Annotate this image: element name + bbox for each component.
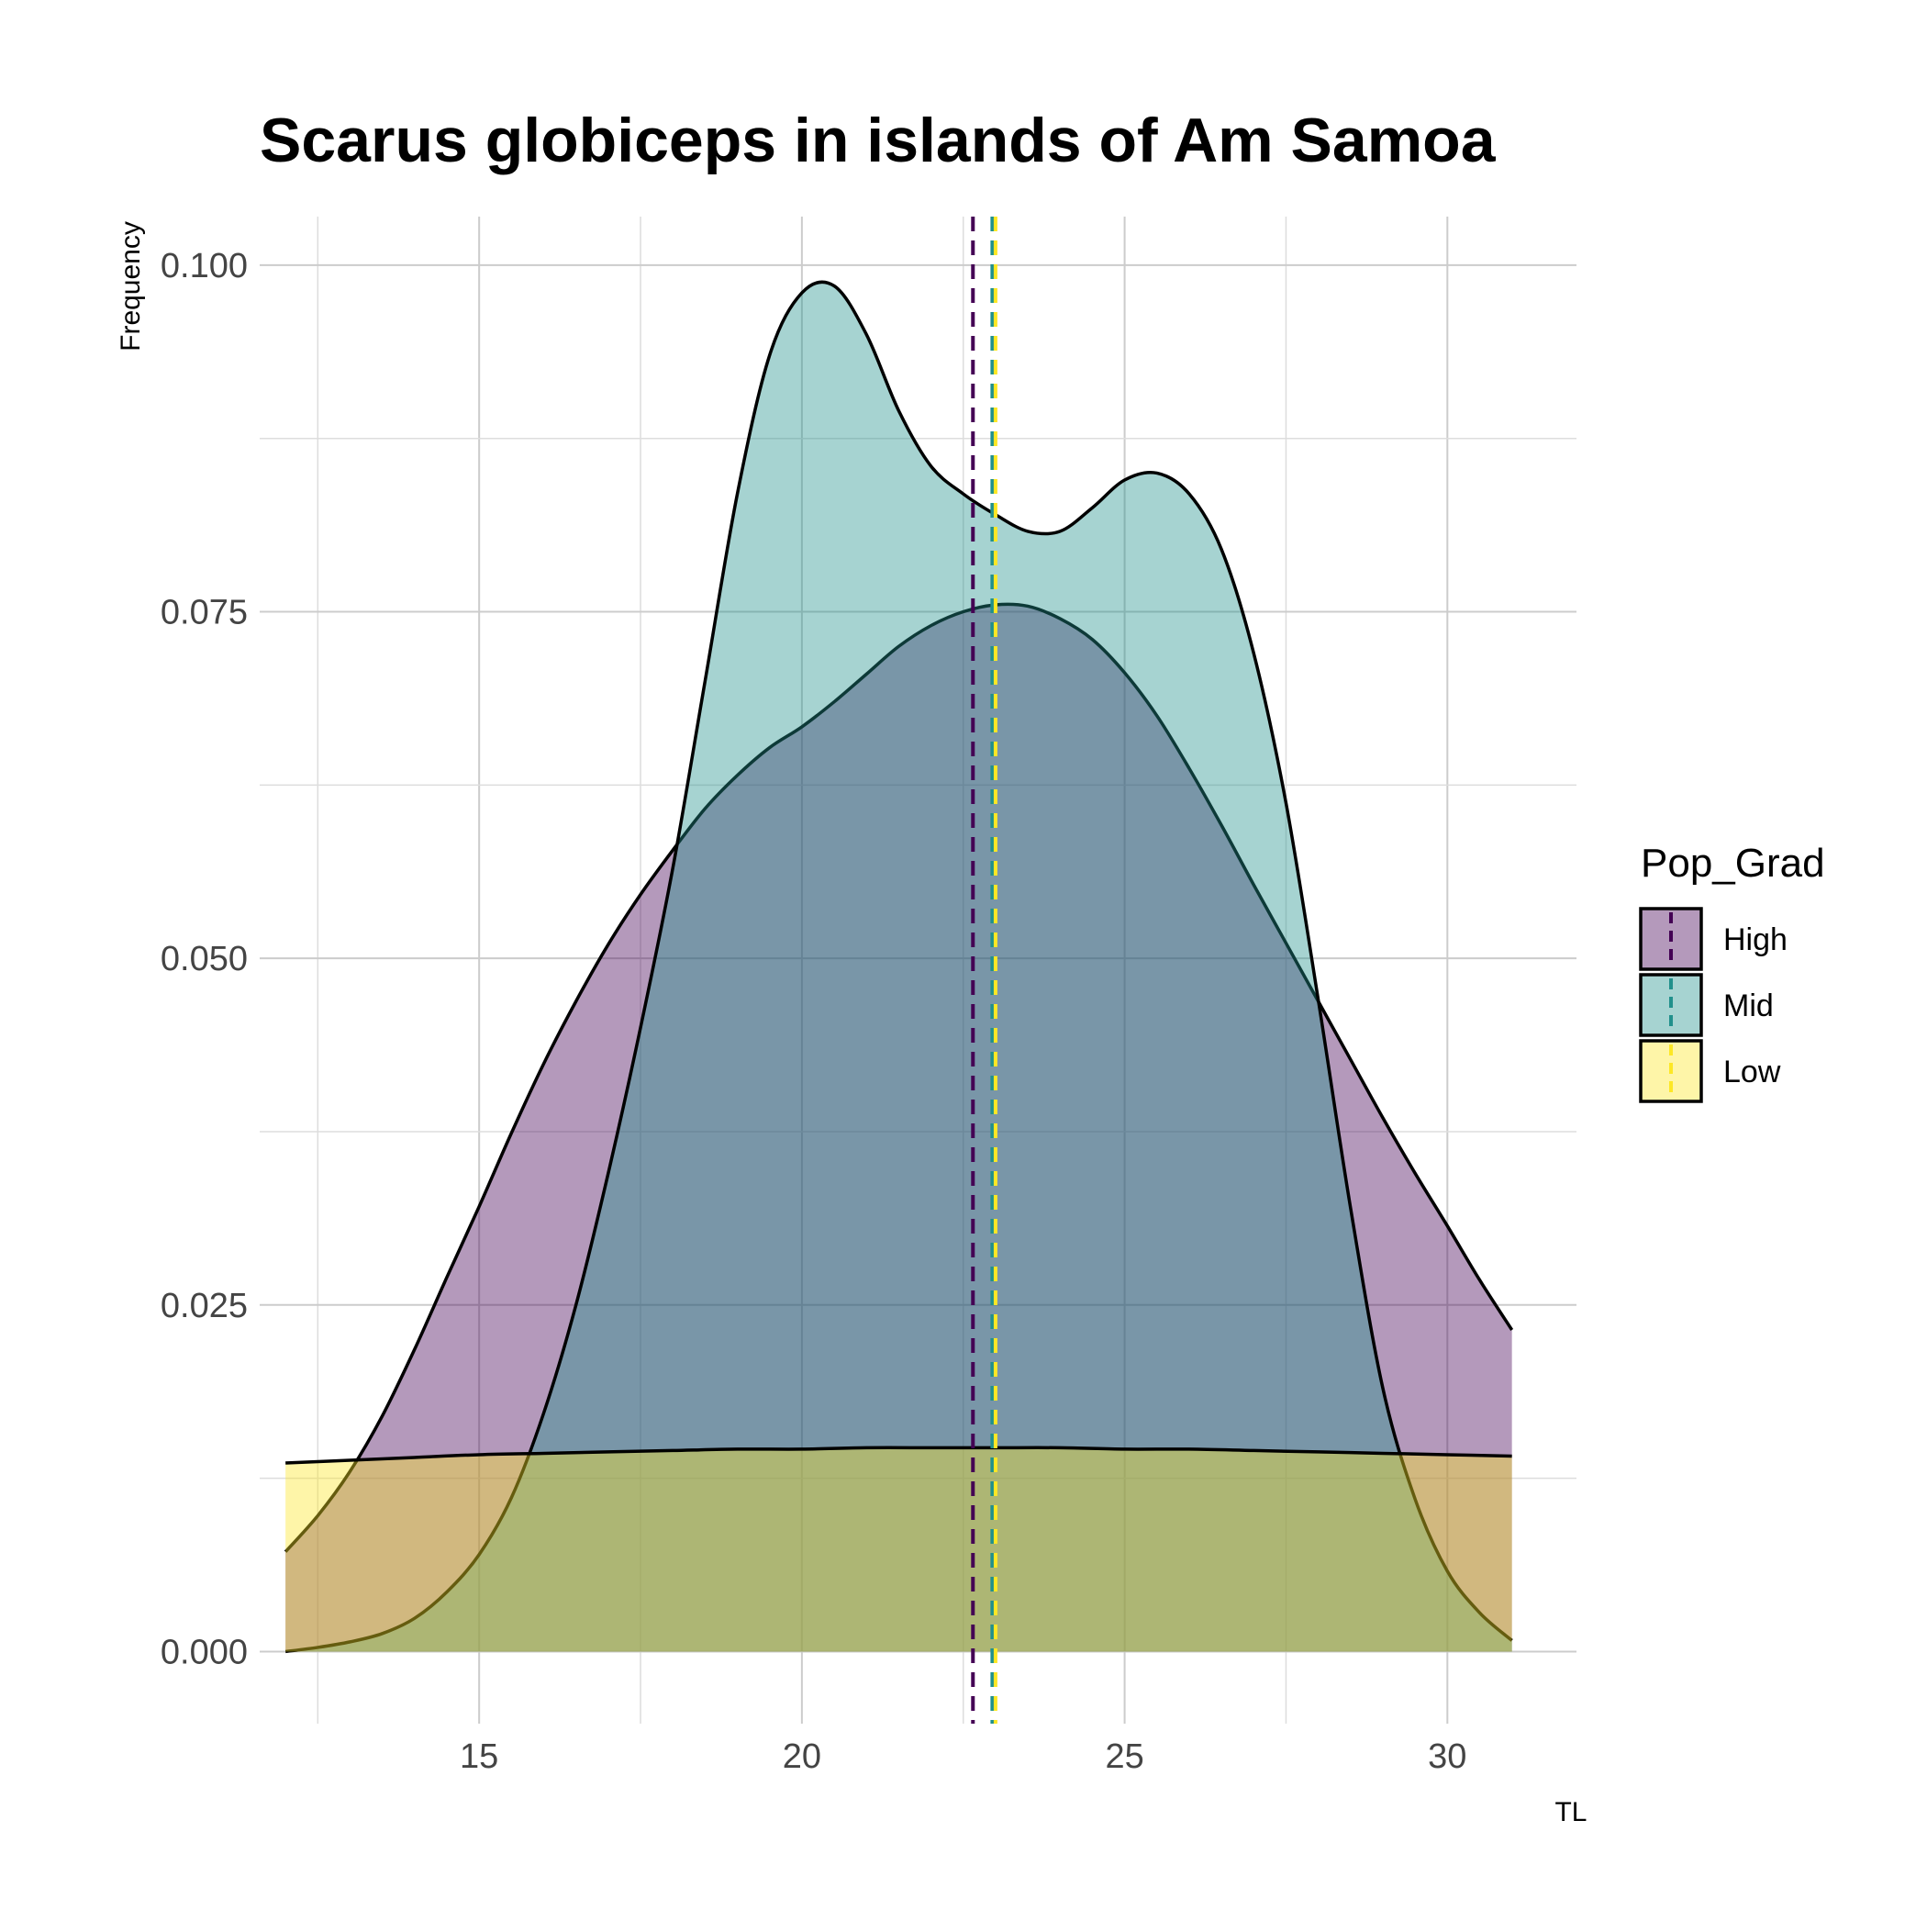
legend-item-low: Low (1639, 1039, 1781, 1103)
x-tick-label: 20 (783, 1737, 821, 1776)
y-tick-label: 0.050 (161, 940, 248, 978)
y-tick-label: 0.100 (161, 247, 248, 285)
density-area-high (285, 604, 1512, 1652)
legend-label: Low (1723, 1055, 1781, 1089)
legend-item-mid: Mid (1639, 973, 1774, 1037)
density-curve-mid (284, 280, 1513, 1654)
density-area-mid (285, 282, 1512, 1652)
mean-lines (971, 217, 997, 1724)
density-area-low (285, 1447, 1512, 1652)
y-tick-label: 0.075 (161, 594, 248, 632)
y-tick-label: 0.000 (161, 1633, 248, 1671)
density-areas (284, 280, 1514, 1654)
x-tick-label: 30 (1428, 1737, 1466, 1776)
axes: 15 20 25 30 0.000 0.025 0.050 0.075 0.100 (161, 247, 1467, 1776)
x-axis-label: TL (1554, 1797, 1587, 1827)
legend-item-high: High (1639, 907, 1788, 971)
legend-items: High Mid Low (1639, 907, 1788, 1103)
legend-title: Pop_Grad (1641, 841, 1825, 886)
y-axis-label: Frequency (116, 221, 146, 352)
x-tick-label: 15 (460, 1737, 498, 1776)
density-curve-low (285, 1446, 1512, 1465)
legend-label: Mid (1723, 988, 1774, 1023)
y-tick-label: 0.025 (161, 1287, 248, 1325)
legend-label: High (1723, 922, 1788, 957)
chart-title: Scarus globiceps in islands of Am Samoa (260, 106, 1497, 175)
x-tick-label: 25 (1105, 1737, 1143, 1776)
legend: Pop_Grad High Mid Low (1639, 841, 1825, 1103)
grid (260, 217, 1576, 1724)
